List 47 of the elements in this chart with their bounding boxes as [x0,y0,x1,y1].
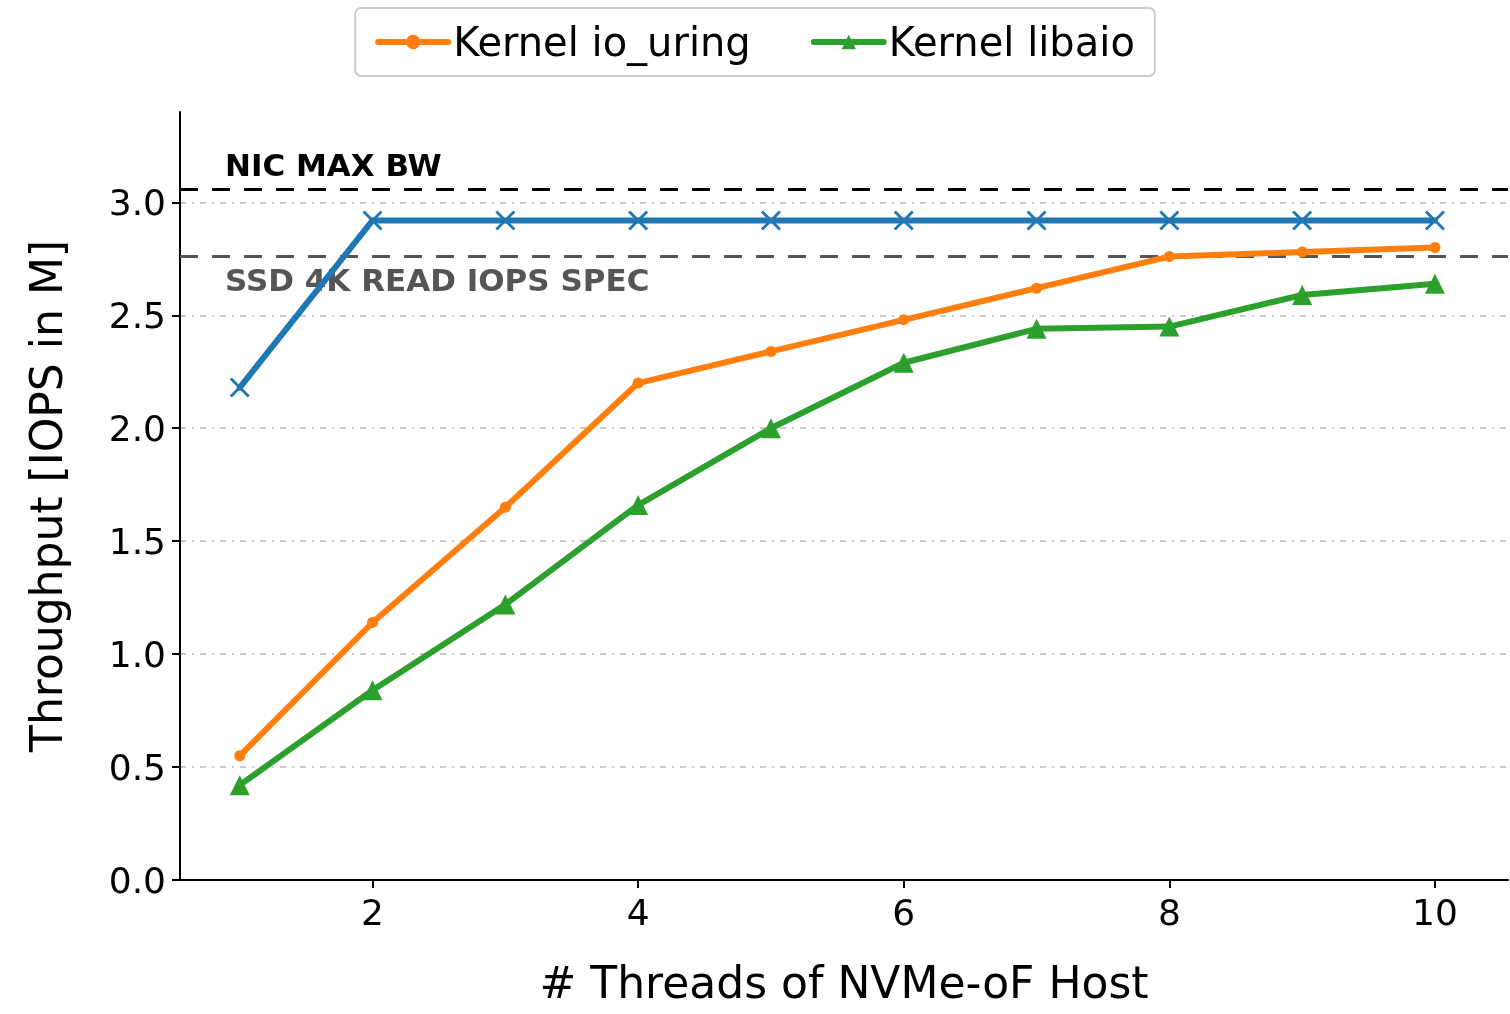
point [1424,210,1445,231]
point [1163,251,1175,263]
point [1292,284,1313,305]
point [1159,210,1180,231]
y-tick-label: 0.0 [108,859,166,901]
point [495,210,516,231]
point [760,418,781,439]
y-tick-label: 2.0 [108,407,166,449]
y-tick-label: 1.5 [108,520,166,562]
point [234,750,246,762]
point [1159,316,1180,337]
y-tick-label: 1.0 [108,633,166,675]
point [362,210,383,231]
point [632,377,644,389]
point [1026,210,1047,231]
x-tick-label: 8 [1157,891,1181,933]
point [229,377,250,398]
x-tick-label: 4 [626,891,650,933]
point [760,210,781,231]
point [893,210,914,231]
x-tick-label: 10 [1412,891,1458,933]
x-axis-title: # Threads of NVMe-oF Host [539,956,1149,1008]
point [1031,282,1043,294]
y-tick-label: 3.0 [108,181,166,223]
legend-label: Kernel libaio [888,19,1135,65]
point [628,495,649,516]
point [362,680,383,701]
point [499,501,511,513]
y-axis-title: Throughput [IOPS in M] [20,239,72,754]
point [229,775,250,796]
point [1026,318,1047,339]
x-tick-label: 6 [892,891,916,933]
point [1292,210,1313,231]
point [1296,246,1308,258]
point [628,210,649,231]
point [893,352,914,373]
point [495,594,516,615]
point [765,345,777,357]
point [898,314,910,326]
point [367,617,379,628]
point [1429,242,1441,254]
x-tick-label: 2 [361,891,385,933]
ref-line-label: NIC MAX BW [225,147,442,184]
y-tick-label: 2.5 [108,294,166,336]
y-tick-label: 0.5 [108,746,166,788]
point [1424,273,1445,294]
legend-label: Kernel io_uring [453,19,751,66]
